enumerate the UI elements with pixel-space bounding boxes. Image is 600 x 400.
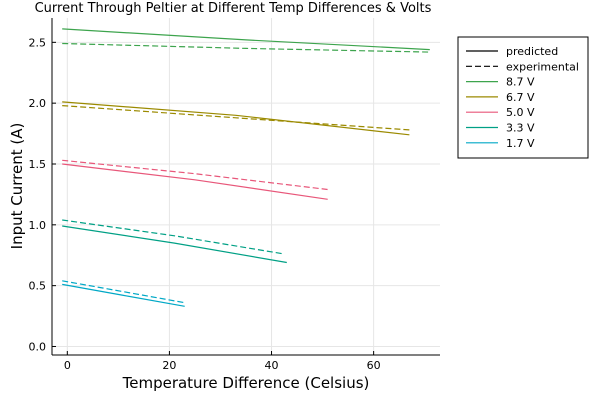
legend-label: 8.7 V [506,76,535,89]
x-tick-label: 40 [265,359,279,372]
legend-label: 3.3 V [506,122,535,135]
legend: predicted experimental 8.7 V 6.7 V 5.0 V 3.3 … [457,36,589,159]
series-line-5-0-v-experimental [62,159,328,191]
series-line-3-3-v-predicted [62,225,287,264]
x-axis-label: Temperature Difference (Celsius) [122,374,370,392]
series-line-5-0-v-predicted [62,163,328,200]
legend-label: 5.0 V [506,106,535,119]
grid [52,18,440,355]
y-tick-label: 2.5 [29,36,47,49]
x-tick-label: 0 [64,359,71,372]
series-line-1-7-v-predicted [62,283,185,307]
series-line-3-3-v-experimental [62,219,285,255]
series-line-8-7-v-predicted [62,28,430,51]
series-line-6-7-v-experimental [62,105,410,131]
series-line-6-7-v-predicted [62,101,410,136]
series-line-1-7-v-experimental [62,280,185,304]
legend-label: predicted [506,45,558,58]
series-line-8-7-v-experimental [62,42,430,53]
y-tick-label: 0.0 [29,340,47,353]
y-tick-label: 1.5 [29,158,47,171]
x-tick-label: 20 [162,359,176,372]
y-tick-label: 1.0 [29,219,47,232]
legend-label: 1.7 V [506,137,535,150]
legend-label: 6.7 V [506,91,535,104]
legend-label: experimental [506,60,579,73]
x-tick-labels: 0 20 40 60 [64,351,381,372]
x-tick-label: 60 [367,359,381,372]
axes [51,18,440,356]
y-tick-labels: 0.0 0.5 1.0 1.5 2.0 2.5 [29,36,56,353]
y-axis-label: Input Current (A) [8,123,26,250]
series-lines [62,28,430,307]
legend-box [457,36,589,159]
y-tick-label: 0.5 [29,280,47,293]
y-tick-label: 2.0 [29,97,47,110]
chart-title: Current Through Peltier at Different Tem… [35,1,432,16]
